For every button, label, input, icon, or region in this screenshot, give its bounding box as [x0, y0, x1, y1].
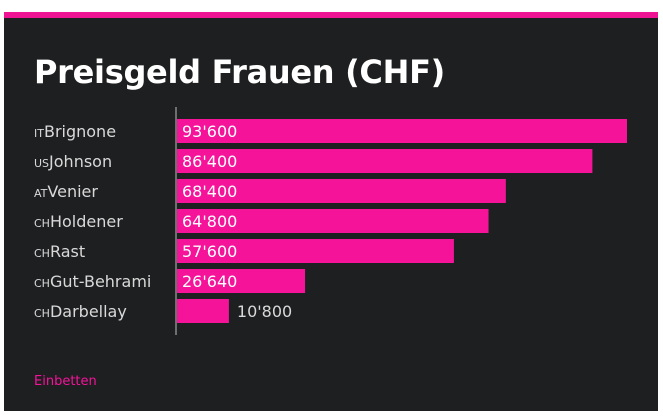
- athlete-name: Brignone: [44, 122, 116, 141]
- country-code: US: [34, 157, 49, 170]
- value-label: 86'400: [182, 152, 237, 171]
- category-label: CHGut-Behrami: [34, 272, 151, 291]
- value-label: 64'800: [182, 212, 237, 231]
- athlete-name: Johnson: [48, 152, 112, 171]
- value-label: 10'800: [237, 302, 292, 321]
- value-label: 93'600: [182, 122, 237, 141]
- country-code: CH: [34, 217, 50, 230]
- country-code: IT: [34, 127, 44, 140]
- category-label: ITBrignone: [34, 122, 116, 141]
- athlete-name: Gut-Behrami: [50, 272, 151, 291]
- category-label: CHRast: [34, 242, 85, 261]
- athlete-name: Darbellay: [50, 302, 127, 321]
- bar: [177, 269, 306, 293]
- category-label: USJohnson: [34, 152, 112, 171]
- country-code: CH: [34, 307, 50, 320]
- country-code: AT: [34, 187, 48, 200]
- chart-card: Preisgeld Frauen (CHF) ITBrignone 93'600 U…: [4, 12, 658, 411]
- athlete-name: Venier: [47, 182, 98, 201]
- bar: [177, 209, 489, 233]
- athlete-name: Holdener: [50, 212, 123, 231]
- embed-link[interactable]: Einbetten: [34, 374, 97, 389]
- category-label: CHDarbellay: [34, 302, 127, 321]
- bar: [177, 299, 229, 323]
- bar: [177, 239, 454, 263]
- bar-chart: ITBrignone 93'600 USJohnson 86'400 ATVenier 6…: [34, 107, 627, 335]
- bar: [177, 119, 627, 143]
- value-label: 26'640: [182, 272, 237, 291]
- athlete-name: Rast: [50, 242, 85, 261]
- country-code: CH: [34, 247, 50, 260]
- category-label: ATVenier: [34, 182, 98, 201]
- bar: [177, 179, 506, 203]
- category-label: CHHoldener: [34, 212, 123, 231]
- value-label: 57'600: [182, 242, 237, 261]
- bar: [177, 149, 593, 173]
- value-label: 68'400: [182, 182, 237, 201]
- country-code: CH: [34, 277, 50, 290]
- chart-title: Preisgeld Frauen (CHF): [34, 53, 445, 91]
